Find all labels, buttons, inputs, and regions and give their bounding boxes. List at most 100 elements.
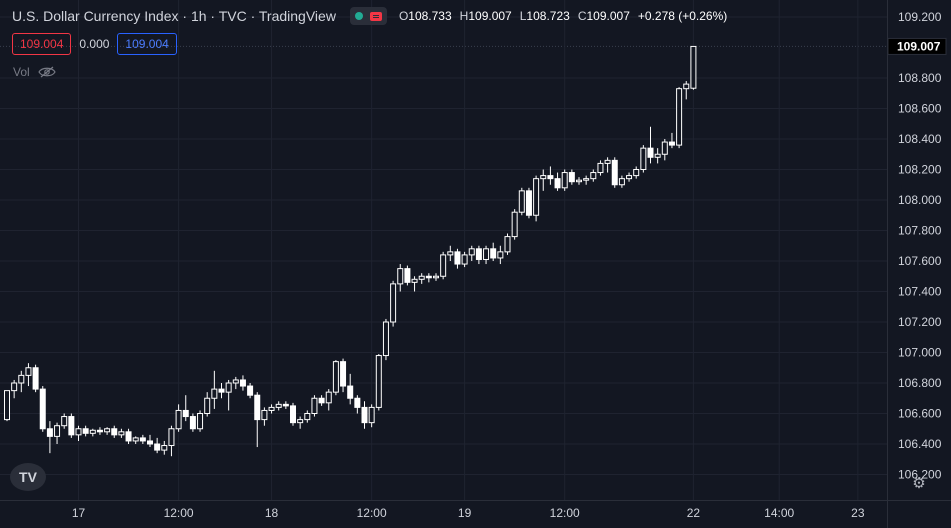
volume-indicator[interactable]: Vol — [13, 65, 56, 79]
candle-down — [347, 385, 354, 399]
candle-down — [611, 159, 618, 186]
candle-up — [11, 382, 18, 392]
candle-up — [325, 391, 332, 404]
candle-down — [182, 409, 189, 418]
y-tick-label: 108.200 — [898, 163, 942, 177]
y-tick-label: 106.800 — [898, 376, 942, 390]
market-open-icon — [354, 12, 363, 20]
eye-off-icon[interactable] — [37, 66, 56, 78]
candle-up — [540, 175, 547, 180]
low-label: L — [519, 9, 527, 23]
candle-up — [25, 367, 32, 376]
candle-up — [626, 175, 633, 180]
open-label: O — [398, 9, 409, 23]
close-value: 109.007 — [586, 9, 630, 23]
y-tick-label: 107.000 — [898, 346, 942, 360]
high-value: 109.007 — [468, 9, 512, 23]
candle-up — [375, 355, 382, 408]
candle-up — [382, 321, 389, 357]
candles — [4, 45, 697, 457]
y-tick-label: 106.400 — [898, 437, 942, 451]
candle-up — [268, 406, 275, 411]
x-tick-label: 12:00 — [357, 506, 387, 520]
ask-button[interactable]: 109.004 — [117, 33, 177, 55]
candle-up — [561, 172, 568, 189]
candle-up — [618, 178, 625, 186]
symbol-legend: U.S. Dollar Currency Index · 1h · TVC · … — [12, 7, 727, 25]
x-tick-label: 12:00 — [164, 506, 194, 520]
candle-down — [318, 397, 325, 404]
volume-label: Vol — [13, 65, 30, 79]
candle-up — [468, 248, 475, 256]
candle-down — [668, 141, 675, 146]
candle-down — [139, 437, 146, 442]
candle-up — [418, 275, 425, 280]
spread-value: 0.000 — [79, 37, 110, 51]
candle-up — [433, 275, 439, 279]
candle-up — [497, 251, 504, 259]
candle-down — [154, 443, 161, 451]
candle-down — [39, 388, 46, 430]
x-tick-label: 17 — [72, 506, 86, 520]
candle-up — [161, 445, 168, 451]
x-tick-label: 14:00 — [764, 506, 794, 520]
candle-up — [483, 248, 490, 260]
candle-up — [175, 409, 182, 430]
y-tick-label: 106.200 — [898, 468, 942, 482]
candle-up — [397, 268, 404, 285]
candle-down — [46, 428, 53, 437]
y-tick-label: 108.000 — [898, 193, 942, 207]
candle-up — [676, 88, 683, 146]
candle-up — [447, 251, 454, 256]
price-marker-label: 109.007 — [897, 39, 941, 53]
candle-up — [197, 413, 204, 430]
candle-down — [525, 190, 532, 216]
candle-up — [297, 419, 304, 424]
candle-up — [390, 283, 397, 323]
x-tick-label: 22 — [687, 506, 701, 520]
y-tick-label: 107.600 — [898, 254, 942, 268]
candle-down — [282, 403, 289, 407]
candle-up — [311, 397, 318, 414]
y-tick-label: 108.400 — [898, 132, 942, 146]
market-status-pill[interactable] — [349, 7, 387, 25]
gear-icon[interactable]: ⚙ — [912, 475, 926, 492]
candle-up — [261, 409, 268, 421]
bid-button[interactable]: 109.004 — [12, 33, 72, 55]
y-tick-label: 108.600 — [898, 102, 942, 116]
y-tick-label: 107.800 — [898, 224, 942, 238]
symbol-title[interactable]: U.S. Dollar Currency Index · 1h · TVC · … — [12, 8, 336, 24]
candle-down — [554, 178, 561, 189]
candle-down — [354, 397, 361, 408]
tradingview-logo[interactable]: TV — [10, 463, 46, 491]
candle-up — [661, 141, 668, 155]
candle-down — [454, 251, 461, 265]
candle-up — [211, 388, 218, 399]
candle-down — [475, 248, 482, 260]
candle-up — [511, 211, 518, 238]
candle-up — [168, 428, 175, 447]
x-tick-label: 18 — [265, 506, 279, 520]
price-axis: 109.200 109.007 108.800 108.600 108.400 108.2… — [887, 10, 947, 482]
candle-down — [361, 406, 368, 424]
candle-up — [461, 254, 468, 265]
candle-up — [332, 361, 339, 393]
candle-down — [218, 388, 225, 393]
candle-up — [683, 83, 690, 90]
open-value: 108.733 — [408, 9, 452, 23]
flag-icon — [369, 11, 382, 21]
candle-up — [232, 379, 239, 384]
candle-up — [275, 403, 282, 408]
candle-down — [290, 405, 296, 424]
candle-down — [32, 367, 39, 390]
candle-up — [654, 153, 661, 158]
candle-down — [340, 361, 347, 387]
candle-down — [239, 379, 246, 387]
candle-up — [640, 147, 647, 170]
y-tick-label: 109.200 — [898, 10, 942, 24]
bid-ask-row: 109.004 0.000 109.004 — [12, 33, 177, 55]
candle-up — [690, 45, 697, 89]
time-axis: 17 12:00 18 12:00 19 12:00 22 14:00 23 — [72, 506, 865, 520]
